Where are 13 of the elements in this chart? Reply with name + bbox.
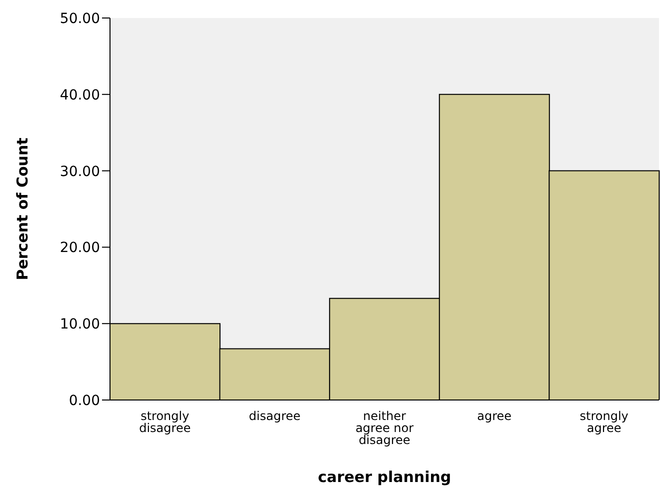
x-tick-label: strongly disagree <box>139 409 191 435</box>
x-tick-label: agree <box>477 409 512 423</box>
y-tick-label: 10.00 <box>60 316 100 333</box>
y-tick-label: 30.00 <box>60 164 100 180</box>
y-tick-label: 50.00 <box>60 10 100 27</box>
x-tick-label: disagree <box>248 409 301 423</box>
x-axis-title: career planning <box>318 468 452 486</box>
y-tick-label: 0.00 <box>68 392 100 409</box>
y-axis-title: Percent of Count <box>13 138 32 280</box>
y-tick-label: 40.00 <box>60 87 100 104</box>
x-tick-label: strongly agree <box>580 409 628 435</box>
x-tick-label: neither agree nor disagree <box>355 409 414 447</box>
y-tick-label: 20.00 <box>60 240 100 256</box>
